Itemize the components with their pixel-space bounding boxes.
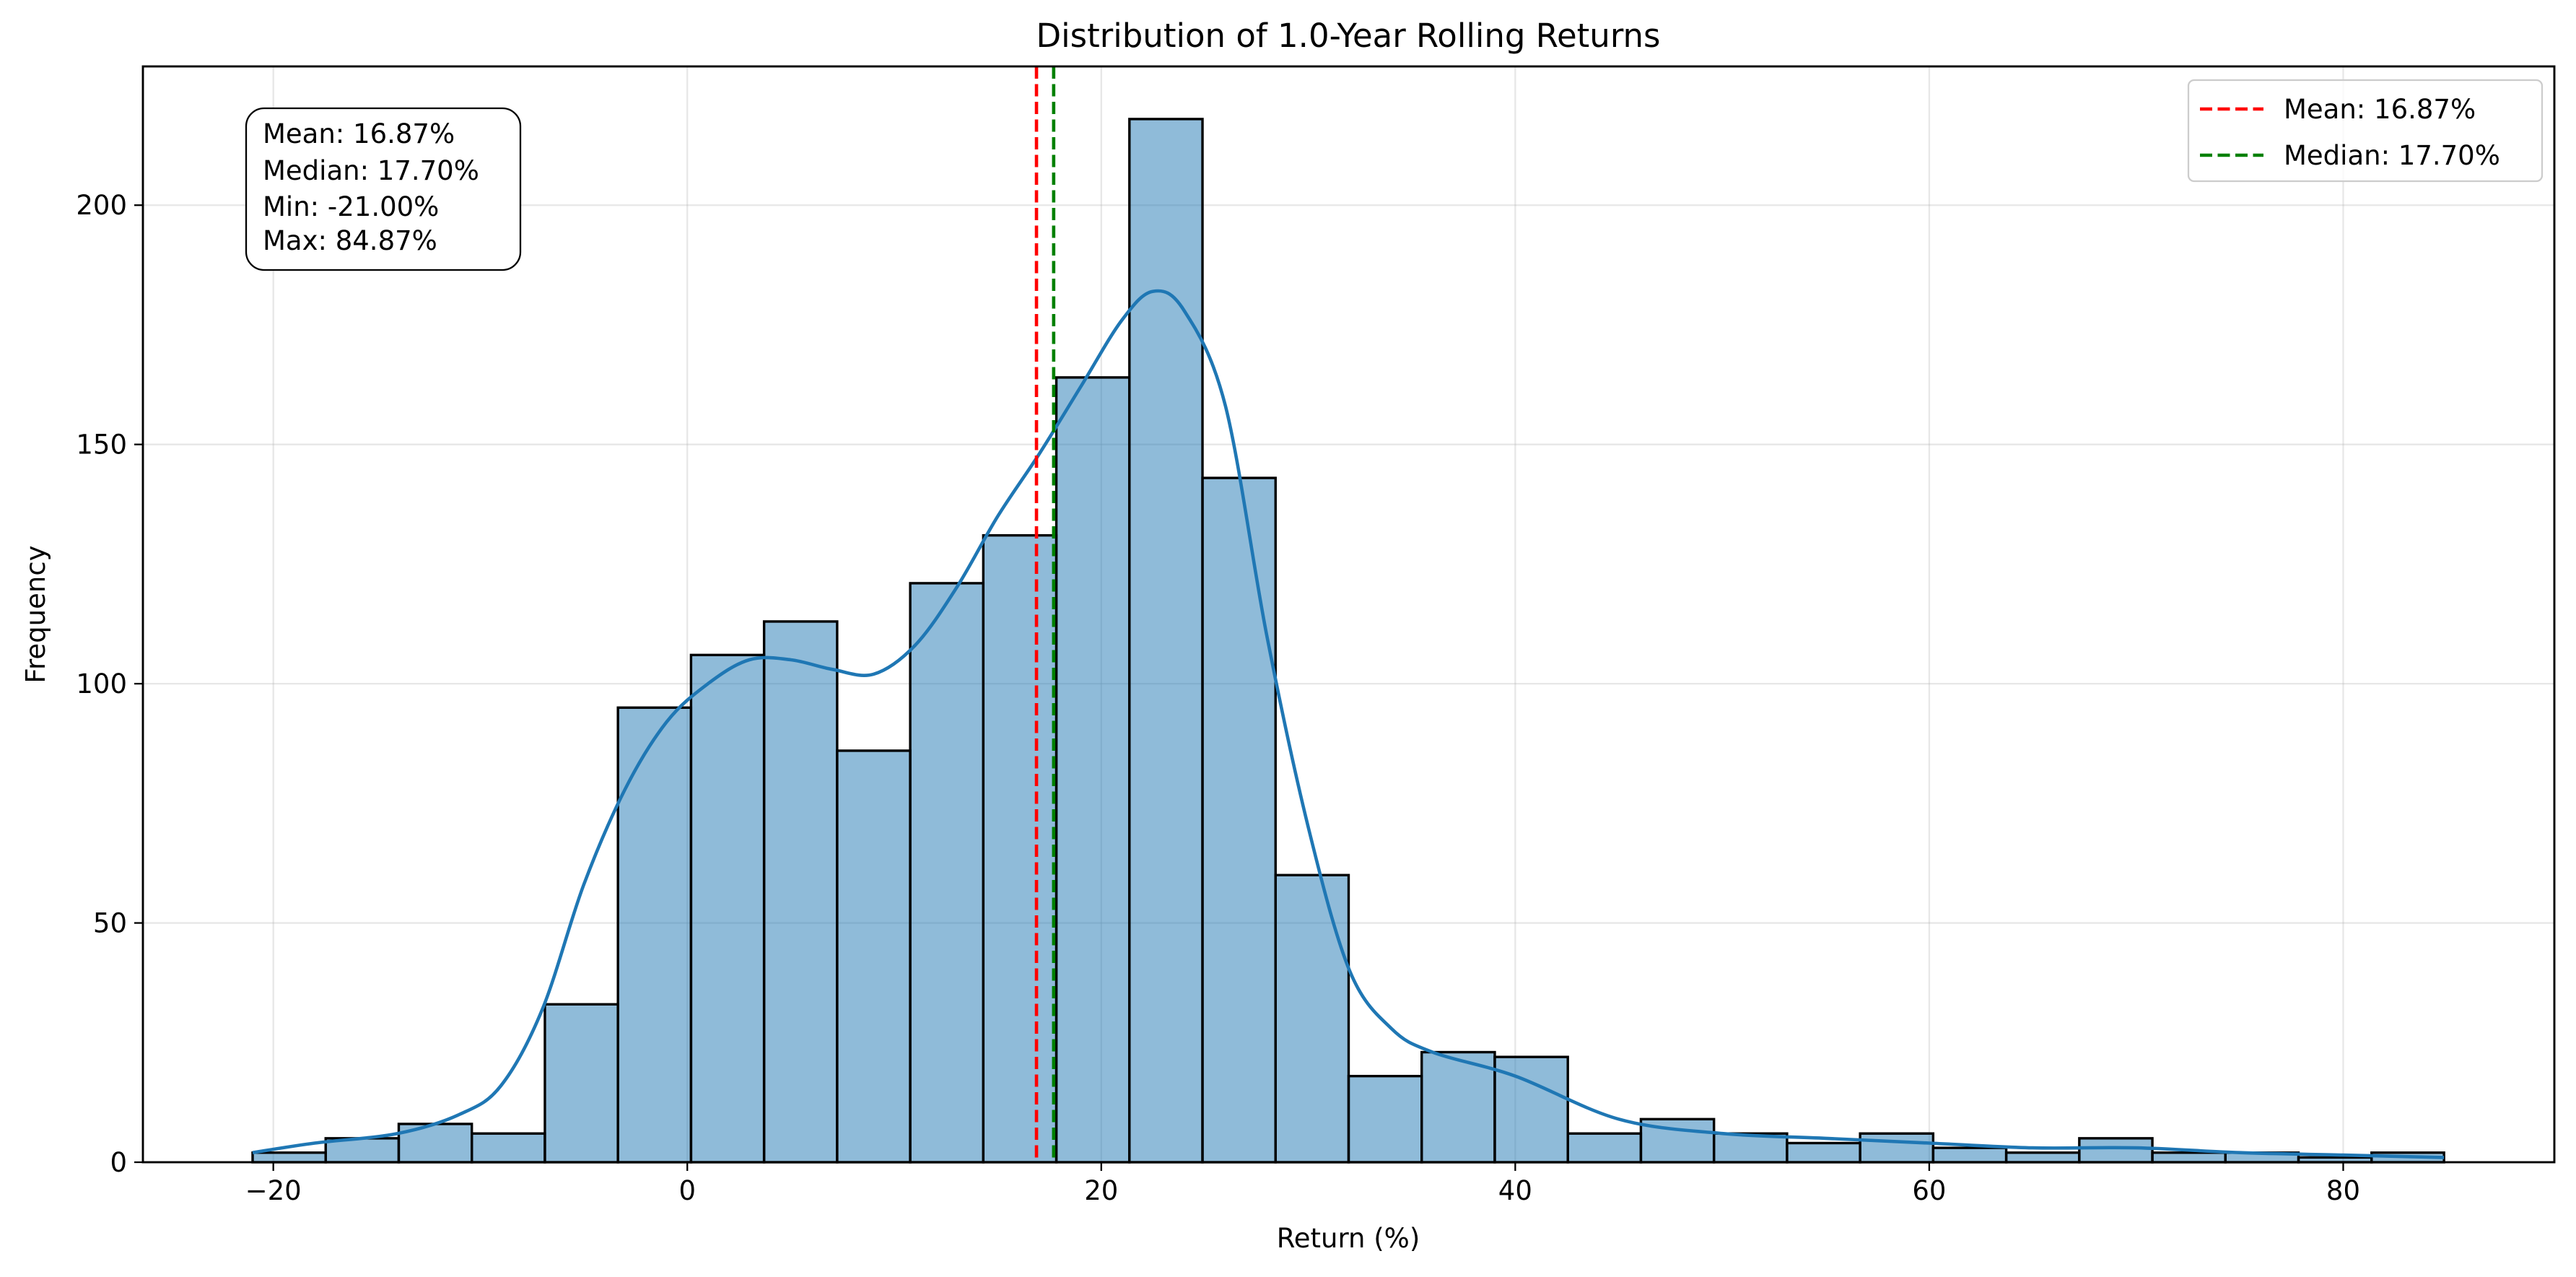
x-axis-ticks: −20 0 20 40 60 80	[245, 1162, 2360, 1206]
x-tick-label: 80	[2326, 1175, 2360, 1206]
y-tick-label: 200	[76, 190, 127, 221]
histogram-bar	[2078, 1137, 2154, 1164]
histogram-bar	[689, 653, 766, 1164]
histogram-bar	[982, 533, 1058, 1164]
kde-curve	[252, 289, 2445, 1159]
histogram-bar	[1128, 118, 1204, 1164]
stats-mean: Mean: 16.87%	[263, 118, 455, 149]
histogram-bar	[1420, 1050, 1496, 1164]
stats-min: Min: -21.00%	[263, 191, 439, 222]
x-tick-label: 60	[1912, 1175, 1946, 1206]
stats-median: Median: 17.70%	[263, 155, 479, 186]
histogram-bar	[1566, 1132, 1643, 1164]
y-tick-label: 0	[110, 1147, 127, 1178]
histogram-bar	[1859, 1132, 1935, 1164]
histogram-bar	[543, 1003, 619, 1164]
stats-box: Mean: 16.87% Median: 17.70% Min: -21.00%…	[245, 107, 522, 271]
y-tick-label: 150	[76, 430, 127, 461]
x-tick-label: 0	[678, 1175, 696, 1206]
histogram-bar	[1347, 1074, 1423, 1164]
plot-frame	[141, 65, 2556, 1164]
histogram-bar	[1055, 376, 1131, 1164]
histogram-bar	[1201, 476, 1277, 1164]
x-tick-label: 20	[1084, 1175, 1118, 1206]
y-axis-ticks: 0 50 100 150 200	[76, 190, 143, 1178]
histogram-bar	[1931, 1146, 2008, 1164]
histogram-bar	[616, 706, 693, 1164]
legend-mean-label: Mean: 16.87%	[2284, 94, 2476, 125]
histogram-bar	[2151, 1151, 2227, 1164]
histogram-bar	[1274, 873, 1350, 1164]
histogram-bar	[470, 1132, 546, 1164]
stats-box-frame	[245, 107, 522, 271]
histogram-bar	[762, 620, 839, 1164]
legend-median-label: Median: 17.70%	[2284, 140, 2500, 171]
legend-frame	[2187, 79, 2544, 183]
histogram-bars	[251, 118, 2445, 1164]
x-axis-label: Return (%)	[1277, 1223, 1420, 1254]
x-tick-label: −20	[245, 1175, 302, 1206]
legend: Mean: 16.87% Median: 17.70%	[2187, 79, 2544, 183]
histogram-bar	[909, 582, 985, 1164]
y-tick-label: 50	[93, 908, 127, 939]
histogram-bar	[251, 1151, 327, 1164]
x-tick-label: 40	[1498, 1175, 1532, 1206]
y-tick-label: 100	[76, 668, 127, 699]
histogram-bar	[2004, 1151, 2081, 1164]
histogram-bar	[1786, 1141, 1861, 1164]
y-axis-label: Frequency	[20, 545, 51, 683]
chart-title: Distribution of 1.0-Year Rolling Returns	[1036, 17, 1661, 55]
histogram-bar	[836, 749, 912, 1164]
stats-max: Max: 84.87%	[263, 225, 437, 256]
